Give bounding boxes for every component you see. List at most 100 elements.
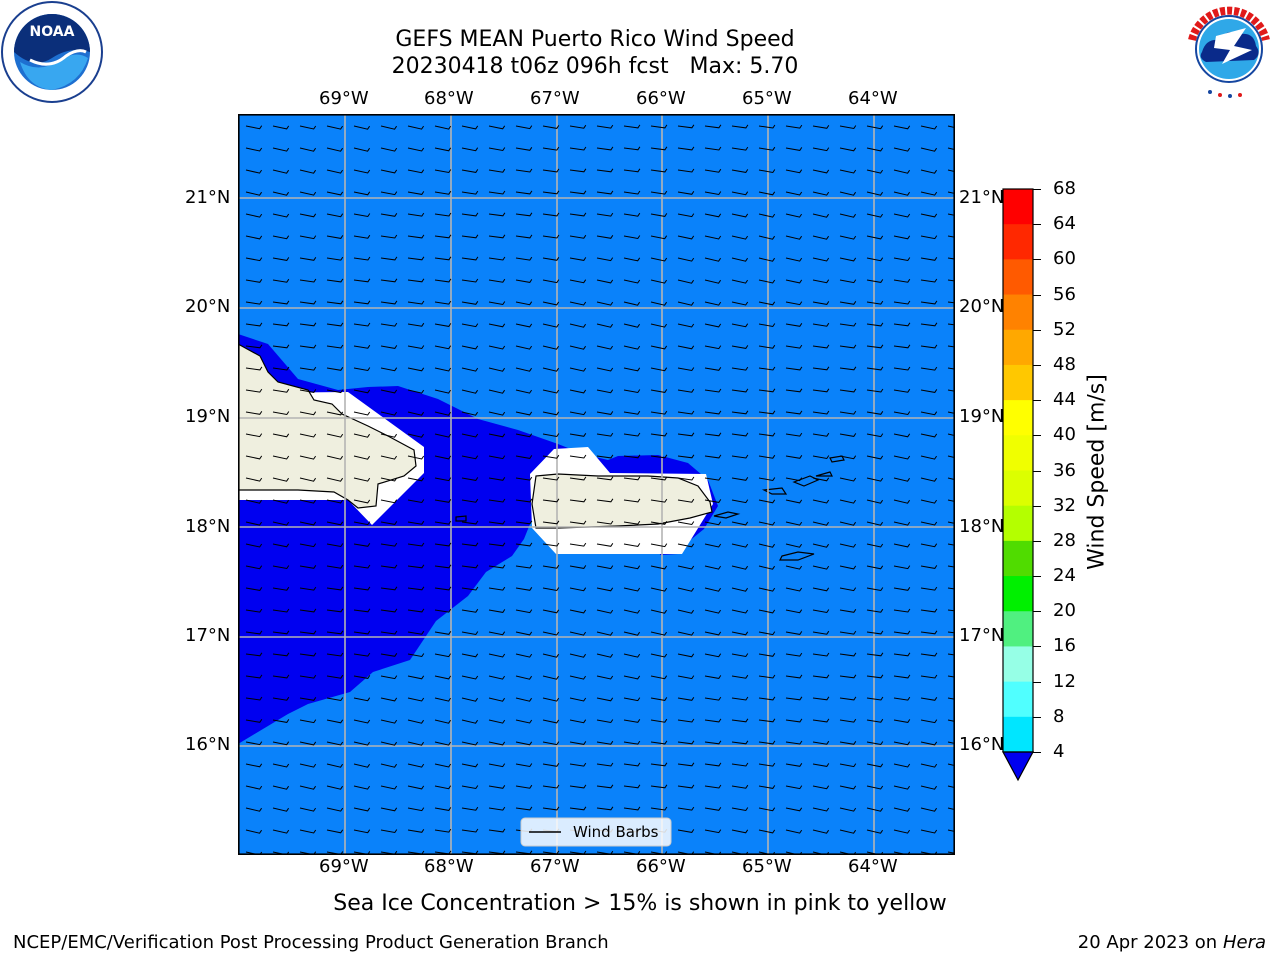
colorbar-segment: [1003, 505, 1033, 542]
wind-barb: [893, 829, 911, 834]
wind-barb: [920, 213, 938, 218]
wind-barb: [785, 851, 803, 855]
wind-barb: [623, 762, 641, 767]
wind-barb: [488, 455, 506, 460]
wind-barb: [569, 476, 587, 481]
wind-barb: [731, 279, 749, 284]
wind-barb: [380, 213, 398, 217]
wind-barb: [812, 521, 830, 526]
wind-barb: [947, 367, 955, 370]
wind-barb: [677, 454, 695, 459]
wind-barb: [596, 367, 614, 372]
wind-barb: [353, 543, 371, 547]
wind-barb: [461, 411, 479, 416]
colorbar-segment: [1003, 189, 1033, 225]
wind-barb: [380, 367, 398, 372]
wind-barb: [380, 169, 398, 174]
wind-barb: [299, 300, 317, 305]
wind-barb: [272, 630, 290, 635]
wind-barb: [812, 851, 830, 855]
wind-barb: [380, 719, 398, 724]
wind-barb: [623, 806, 641, 811]
wind-barb: [812, 718, 830, 723]
wind-barb: [515, 389, 533, 394]
wind-barb: [488, 542, 506, 547]
wind-barb: [866, 213, 884, 218]
wind-barb: [542, 675, 560, 680]
wind-barb: [434, 675, 452, 680]
wind-barb: [731, 124, 749, 129]
wind-barb: [623, 520, 641, 525]
colorbar-extend-triangle: [1001, 751, 1035, 782]
wind-barb: [866, 565, 884, 570]
wind-barb: [731, 740, 749, 745]
wind-barb: [677, 168, 695, 173]
wind-barb: [353, 763, 371, 768]
wind-barb: [461, 828, 479, 833]
wind-barb: [515, 675, 533, 680]
wind-barb: [920, 125, 938, 130]
wind-barb: [704, 784, 722, 789]
wind-barb: [677, 829, 695, 833]
wind-barb: [272, 213, 290, 218]
wind-barb: [245, 630, 263, 635]
wind-barb: [893, 521, 911, 526]
wind-barb: [488, 147, 506, 152]
wind-barb: [704, 740, 722, 745]
wind-barb: [947, 169, 955, 173]
wind-barb: [758, 851, 776, 855]
wind-barb: [623, 257, 641, 262]
wind-barb: [731, 169, 749, 173]
wind-barb: [434, 697, 452, 702]
wind-barb: [299, 829, 317, 834]
wind-barb: [353, 344, 371, 349]
wind-barb: [893, 411, 911, 416]
wind-barb: [704, 213, 722, 218]
wind-barb: [434, 763, 452, 768]
wind-barb: [380, 477, 398, 482]
wind-barb: [839, 609, 857, 613]
wind-barb: [839, 763, 857, 768]
colorbar-tick-mark: [1033, 329, 1041, 331]
wind-barb: [515, 125, 533, 130]
wind-barb: [839, 851, 857, 855]
wind-barb: [731, 323, 749, 328]
wind-barb: [272, 411, 290, 416]
wind-barb: [461, 653, 479, 658]
wind-barb: [758, 543, 776, 548]
wind-barb: [893, 322, 911, 327]
wind-barb: [758, 235, 776, 240]
wind-barb: [758, 631, 776, 636]
wind-barb: [542, 125, 560, 129]
wind-barb: [731, 807, 749, 812]
wind-barb: [731, 454, 749, 459]
wind-barb: [272, 741, 290, 746]
wind-barb: [758, 499, 776, 504]
wind-barb: [380, 278, 398, 283]
wind-barb: [245, 499, 263, 504]
wind-barb: [785, 543, 803, 548]
wind-barb: [299, 499, 317, 504]
wind-barb: [947, 697, 955, 700]
wind-barb: [650, 806, 668, 811]
wind-barb: [515, 323, 533, 328]
wind-barb: [542, 234, 560, 239]
wind-barb: [461, 498, 479, 503]
wind-barb: [461, 433, 479, 438]
lon-label-bottom-69w: 69°W: [319, 856, 369, 877]
wind-barb: [947, 411, 955, 414]
wind-barb: [434, 345, 452, 350]
wind-barb: [920, 366, 938, 371]
wind-barb: [326, 521, 344, 526]
wind-barb: [434, 477, 452, 482]
wind-barb: [893, 719, 911, 723]
wind-barb: [245, 388, 263, 393]
wind-barb: [542, 806, 560, 811]
wind-barb: [677, 740, 695, 745]
wind-barb: [623, 587, 641, 592]
wind-barb: [542, 345, 560, 350]
wind-barb: [488, 763, 506, 768]
wind-barb: [353, 785, 371, 790]
wind-barb: [407, 300, 425, 305]
wind-barb: [866, 499, 884, 504]
